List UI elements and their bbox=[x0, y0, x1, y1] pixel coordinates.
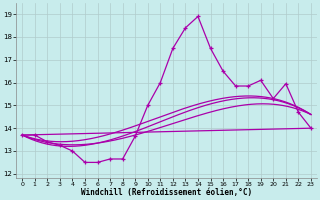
X-axis label: Windchill (Refroidissement éolien,°C): Windchill (Refroidissement éolien,°C) bbox=[81, 188, 252, 197]
